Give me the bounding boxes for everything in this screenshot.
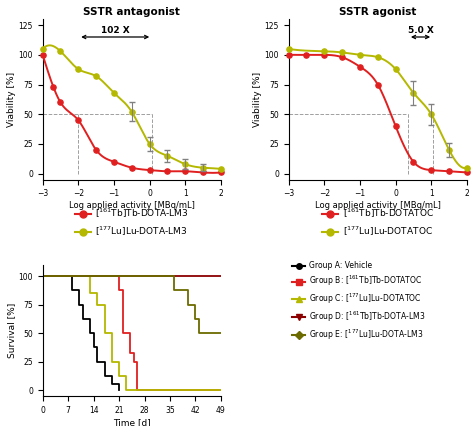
Y-axis label: Viability [%]: Viability [%] bbox=[7, 72, 16, 127]
Point bbox=[128, 164, 136, 171]
Text: 102 X: 102 X bbox=[101, 26, 129, 35]
Point bbox=[57, 48, 64, 55]
X-axis label: Time [d]: Time [d] bbox=[113, 417, 151, 426]
Point bbox=[320, 48, 328, 55]
Point bbox=[110, 89, 118, 96]
Point bbox=[428, 111, 435, 118]
Point bbox=[445, 168, 453, 175]
Point bbox=[217, 165, 225, 172]
Legend: Group A: Vehicle, Group B: [$^{161}$Tb]Tb-DOTATOC, Group C: [$^{177}$Lu]Lu-DOTAT: Group A: Vehicle, Group B: [$^{161}$Tb]T… bbox=[289, 258, 428, 345]
Point bbox=[199, 164, 207, 171]
Point bbox=[146, 141, 154, 147]
Point bbox=[217, 169, 225, 176]
Point bbox=[39, 52, 46, 58]
Point bbox=[374, 81, 382, 88]
Point bbox=[428, 167, 435, 173]
Point bbox=[320, 52, 328, 58]
Point bbox=[285, 46, 292, 52]
Point bbox=[50, 83, 57, 90]
X-axis label: Log applied activity [MBq/mL]: Log applied activity [MBq/mL] bbox=[315, 201, 441, 210]
Point bbox=[356, 63, 364, 70]
Text: 5.0 X: 5.0 X bbox=[408, 26, 434, 35]
Point bbox=[392, 123, 400, 130]
Point bbox=[445, 147, 453, 153]
Point bbox=[410, 89, 417, 96]
Title: SSTR antagonist: SSTR antagonist bbox=[83, 7, 180, 17]
Point bbox=[164, 153, 171, 159]
Point bbox=[39, 46, 46, 52]
Title: SSTR agonist: SSTR agonist bbox=[339, 7, 417, 17]
Point bbox=[74, 117, 82, 124]
Y-axis label: Survival [%]: Survival [%] bbox=[7, 303, 16, 358]
X-axis label: Log applied activity [MBq/mL]: Log applied activity [MBq/mL] bbox=[69, 201, 195, 210]
Point bbox=[74, 66, 82, 72]
Point bbox=[338, 54, 346, 60]
Point bbox=[285, 52, 292, 58]
Y-axis label: Viability [%]: Viability [%] bbox=[253, 72, 262, 127]
Legend: [$^{161}$Tb]Tb-DOTATOC, [$^{177}$Lu]Lu-DOTATOC: [$^{161}$Tb]Tb-DOTATOC, [$^{177}$Lu]Lu-D… bbox=[318, 203, 438, 241]
Point bbox=[463, 169, 471, 176]
Point bbox=[463, 164, 471, 171]
Point bbox=[182, 168, 189, 175]
Point bbox=[128, 109, 136, 115]
Point bbox=[410, 158, 417, 165]
Point bbox=[92, 73, 100, 80]
Point bbox=[392, 66, 400, 72]
Point bbox=[110, 158, 118, 165]
Point bbox=[374, 54, 382, 60]
Point bbox=[356, 52, 364, 58]
Legend: [$^{161}$Tb]Tb-DOTA-LM3, [$^{177}$Lu]Lu-DOTA-LM3: [$^{161}$Tb]Tb-DOTA-LM3, [$^{177}$Lu]Lu-… bbox=[71, 203, 192, 241]
Point bbox=[338, 49, 346, 56]
Point bbox=[164, 168, 171, 175]
Point bbox=[199, 169, 207, 176]
Point bbox=[303, 52, 310, 58]
Point bbox=[57, 99, 64, 106]
Point bbox=[182, 161, 189, 167]
Point bbox=[146, 167, 154, 173]
Point bbox=[92, 147, 100, 153]
